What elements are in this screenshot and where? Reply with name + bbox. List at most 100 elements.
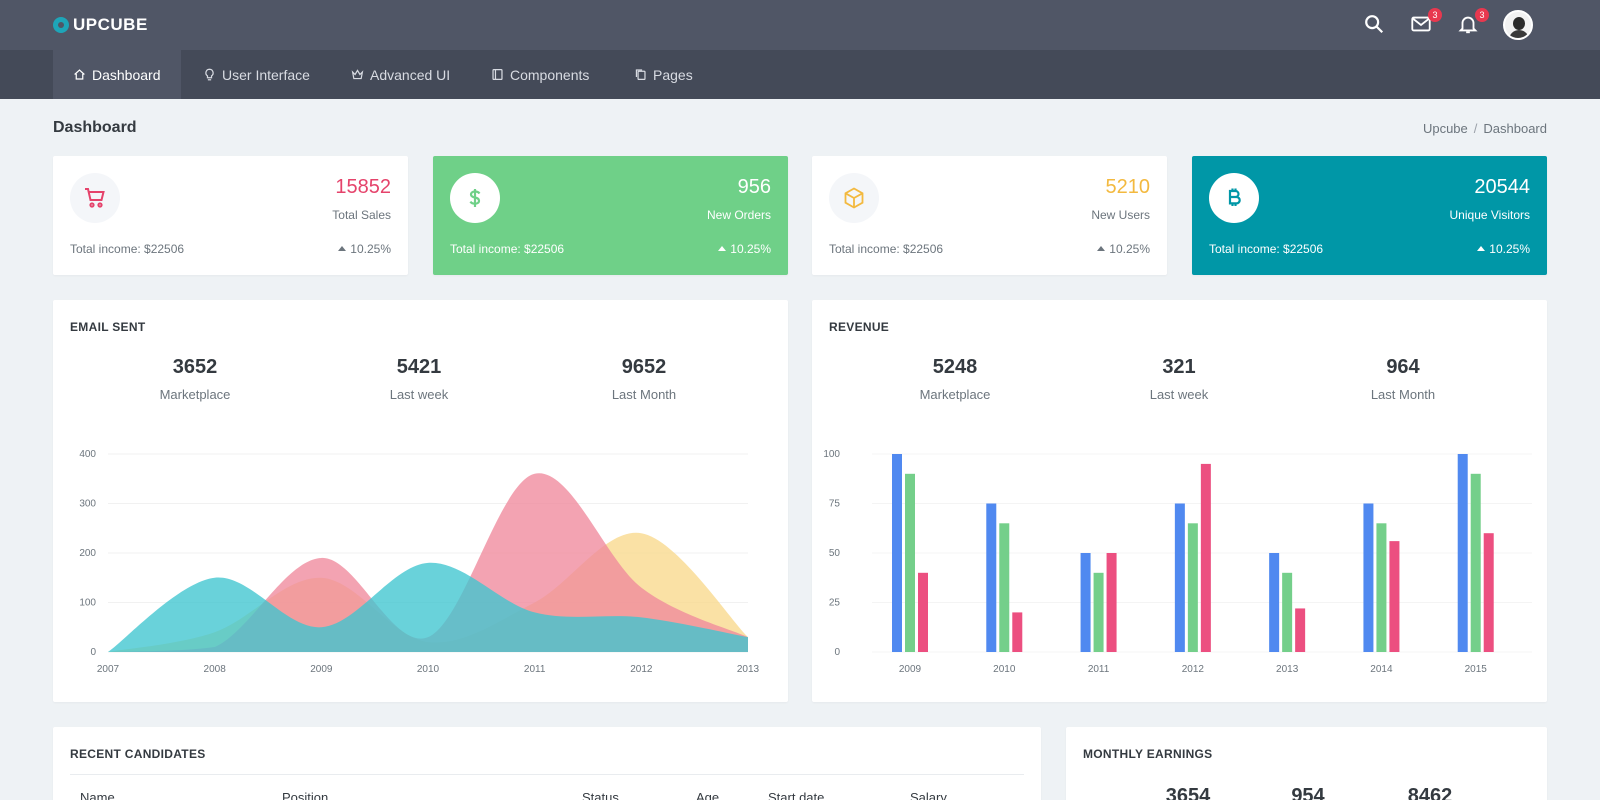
x-tick-label: 2011 — [524, 664, 546, 675]
breadcrumb: Upcube / Dashboard — [1422, 121, 1547, 136]
column-header-start-date[interactable]: Start date — [768, 790, 825, 800]
x-tick-label: 2012 — [630, 664, 653, 675]
stat-label: New Orders — [706, 208, 771, 222]
bar-2013-s2 — [1282, 572, 1293, 652]
stat-income: Total income: $22506 — [450, 242, 565, 256]
column-header-name[interactable]: Name — [80, 790, 115, 800]
column-header-status[interactable]: Status — [582, 790, 619, 800]
lightbulb-icon — [205, 68, 214, 81]
kpi-value: 321 — [1162, 356, 1196, 378]
bar-2010-s3 — [1012, 612, 1023, 652]
nav-advanced-ui[interactable]: Advanced UI — [331, 50, 470, 99]
table-divider — [70, 774, 1024, 775]
user-avatar[interactable] — [1503, 10, 1533, 40]
revenue-card: REVENUE 5248 Marketplace 321 Last week 9… — [812, 300, 1547, 702]
bar-2011-s3 — [1106, 553, 1117, 652]
bar-2009-s2 — [905, 473, 915, 652]
y-tick-label: 200 — [79, 548, 96, 559]
x-tick-label: 2009 — [310, 664, 333, 675]
bar-2013-s3 — [1295, 608, 1306, 652]
stat-card-unique-visitors: 20544 Unique Visitors Total income: $225… — [1192, 156, 1547, 275]
kpi-label: Last week — [1149, 387, 1209, 402]
kpi-label: Marketplace — [159, 387, 231, 402]
kpi-label: Last Month — [611, 387, 677, 402]
bar-2011-s1 — [1080, 553, 1091, 652]
bar-2010-s1 — [986, 503, 997, 652]
x-tick-label: 2013 — [1276, 664, 1299, 675]
bar-2015-s3 — [1483, 533, 1494, 652]
mail-badge: 3 — [1428, 8, 1442, 22]
cube-icon — [829, 173, 879, 223]
kpi-last-week: 5421 Last week — [349, 356, 489, 402]
main-nav: Dashboard User Interface Advanced UI Com… — [0, 50, 1600, 99]
crown-icon — [351, 69, 364, 80]
y-tick-label: 0 — [90, 647, 96, 658]
kpi-last-week: 321 Last week — [1109, 356, 1249, 402]
bitcoin-icon — [1209, 173, 1259, 223]
stat-value: 15852 — [335, 176, 391, 198]
search-icon[interactable] — [1363, 13, 1387, 37]
bar-2010-s2 — [999, 523, 1010, 652]
x-tick-label: 2010 — [993, 664, 1016, 675]
nav-dashboard[interactable]: Dashboard — [53, 50, 181, 99]
card-title: MONTHLY EARNINGS — [1083, 747, 1213, 761]
monthly-earnings-card: MONTHLY EARNINGS 3654 954 8462 — [1066, 727, 1547, 800]
nav-label: Pages — [653, 66, 693, 83]
card-title: REVENUE — [829, 320, 890, 334]
stat-change: 10.25% — [1097, 242, 1150, 256]
logo-icon — [53, 17, 69, 33]
y-tick-label: 0 — [834, 647, 840, 658]
bar-2009-s1 — [892, 454, 902, 652]
y-tick-label: 100 — [79, 598, 96, 609]
stat-change: 10.25% — [338, 242, 391, 256]
stat-label: Unique Visitors — [1449, 208, 1530, 222]
y-tick-label: 400 — [79, 449, 96, 460]
top-bar: UPCUBE 3 3 — [0, 0, 1600, 50]
breadcrumb-link[interactable]: Upcube — [1422, 121, 1468, 136]
nav-label: Dashboard — [92, 66, 161, 83]
nav-user-interface[interactable]: User Interface — [183, 50, 330, 99]
mail-icon[interactable]: 3 — [1410, 8, 1442, 37]
stat-value: 5210 — [1105, 176, 1151, 198]
card-title: RECENT CANDIDATES — [70, 747, 206, 761]
bar-2012-s1 — [1174, 503, 1185, 652]
column-header-position[interactable]: Position — [282, 790, 329, 800]
kpi-last-month: 9652 Last Month — [574, 356, 714, 402]
y-tick-label: 75 — [829, 499, 841, 510]
kpi-marketplace: 5248 Marketplace — [885, 356, 1025, 402]
nav-components[interactable]: Components — [471, 50, 609, 99]
stat-label: Total Sales — [332, 208, 391, 222]
column-header-salary[interactable]: Salary — [910, 790, 947, 800]
y-tick-label: 300 — [79, 499, 96, 510]
x-tick-label: 2008 — [204, 664, 227, 675]
kpi-value: 9652 — [621, 356, 667, 378]
earnings-value: 3654 — [1165, 785, 1211, 800]
revenue-bar-chart: 0 25 50 75 100 2009 2010 2011 2012 2013 2014 2015 — [823, 449, 1532, 675]
kpi-last-month: 964 Last Month — [1333, 356, 1473, 402]
kpi-value: 5248 — [932, 356, 978, 378]
bar-2015-s2 — [1470, 473, 1481, 652]
nav-pages[interactable]: Pages — [614, 50, 713, 99]
bell-icon[interactable]: 3 — [1457, 8, 1489, 37]
column-header-age[interactable]: Age — [696, 790, 720, 800]
stat-card-new-users: 5210 New Users Total income: $22506 10.2… — [812, 156, 1167, 275]
x-tick-label: 2009 — [899, 664, 922, 675]
stat-card-new-orders: 956 New Orders Total income: $22506 10.2… — [433, 156, 788, 275]
x-tick-label: 2015 — [1465, 664, 1488, 675]
app-logo[interactable]: UPCUBE — [53, 14, 148, 36]
kpi-label: Marketplace — [919, 387, 991, 402]
x-tick-label: 2012 — [1182, 664, 1205, 675]
notification-badge: 3 — [1475, 8, 1489, 22]
book-icon — [492, 69, 503, 80]
x-tick-label: 2011 — [1088, 664, 1110, 675]
stat-income: Total income: $22506 — [1209, 242, 1324, 256]
cart-icon — [70, 173, 120, 223]
bar-2014-s3 — [1389, 541, 1400, 652]
x-tick-label: 2014 — [1370, 664, 1393, 675]
kpi-value: 5421 — [396, 356, 442, 378]
recent-candidates-card: RECENT CANDIDATES Name Position Status A… — [53, 727, 1041, 800]
breadcrumb-current: Dashboard — [1483, 121, 1547, 136]
stat-label: New Users — [1091, 208, 1150, 222]
page-title: Dashboard — [53, 119, 137, 136]
card-title: EMAIL SENT — [70, 320, 146, 334]
